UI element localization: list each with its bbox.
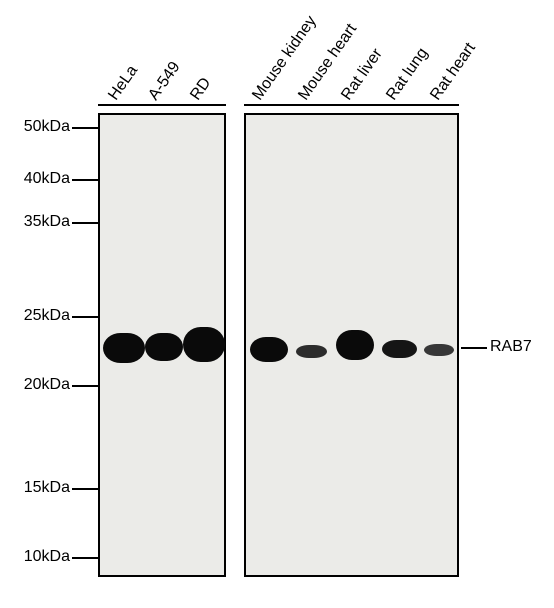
lane-label-rat-liver: Rat liver — [338, 46, 386, 104]
mw-tick-35 — [72, 222, 98, 224]
mw-tick-15 — [72, 488, 98, 490]
band-hela — [103, 333, 145, 363]
band-rat-liver — [336, 330, 374, 360]
mw-tick-20 — [72, 385, 98, 387]
group-bar-2 — [244, 104, 459, 106]
band-rat-heart — [424, 344, 454, 356]
mw-tick-50 — [72, 127, 98, 129]
mw-label-25: 25kDa — [10, 307, 70, 325]
western-blot-figure: 50kDa 40kDa 35kDa 25kDa 20kDa 15kDa 10kD… — [0, 0, 554, 608]
group-bar-1 — [98, 104, 226, 106]
protein-tick — [461, 347, 487, 349]
mw-label-50: 50kDa — [10, 118, 70, 136]
mw-label-20: 20kDa — [10, 376, 70, 394]
mw-label-15: 15kDa — [10, 479, 70, 497]
band-a549 — [145, 333, 183, 361]
mw-label-40: 40kDa — [10, 170, 70, 188]
lane-label-a549: A-549 — [145, 59, 184, 104]
band-rd — [183, 327, 225, 362]
band-mouse-heart — [296, 345, 327, 358]
mw-label-10: 10kDa — [10, 548, 70, 566]
band-mouse-kidney — [250, 337, 288, 362]
lane-label-hela: HeLa — [105, 62, 142, 104]
lane-label-rat-heart: Rat heart — [427, 40, 479, 104]
lane-label-rd: RD — [187, 75, 215, 104]
band-rat-lung — [382, 340, 417, 358]
protein-label: RAB7 — [490, 338, 532, 356]
mw-label-35: 35kDa — [10, 213, 70, 231]
mw-tick-25 — [72, 316, 98, 318]
mw-tick-40 — [72, 179, 98, 181]
lane-label-rat-lung: Rat lung — [383, 45, 432, 104]
mw-tick-10 — [72, 557, 98, 559]
